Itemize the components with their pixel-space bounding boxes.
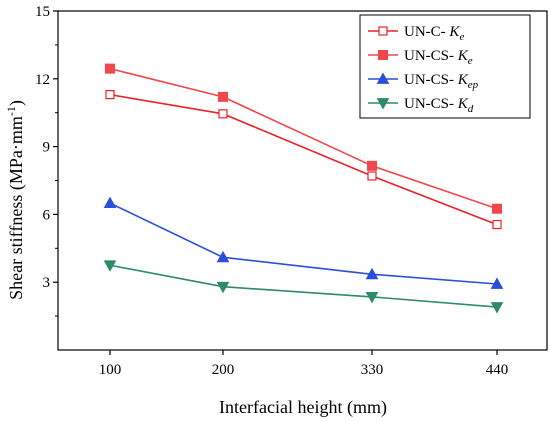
x-tick-label: 330 [361, 362, 384, 378]
series-2 [103, 196, 504, 289]
data-point [103, 260, 117, 272]
legend-entry: UN-CS- Ke [368, 48, 473, 67]
data-point [103, 196, 117, 208]
data-point [378, 50, 388, 60]
series-line [109, 93, 498, 226]
data-point [367, 171, 377, 181]
y-tick-label: 15 [35, 4, 50, 20]
y-axis-label-main: Shear stiffness (MPa·mm [6, 116, 27, 300]
data-point [216, 281, 230, 294]
series-layer [103, 63, 504, 314]
y-tick-label: 12 [35, 72, 50, 88]
series-3 [103, 260, 504, 314]
y-tick-label: 9 [43, 140, 51, 156]
x-axis-label: Interfacial height (mm) [219, 397, 387, 418]
x-axis: 100 200 330 440 [99, 350, 509, 378]
legend-label-symbol: K [457, 96, 469, 112]
series-line [109, 264, 498, 308]
data-point [490, 277, 504, 289]
data-point [218, 91, 228, 102]
legend-entry: UN-CS- Kep [368, 72, 479, 91]
legend-label: UN-CS- Kep [404, 72, 479, 91]
series-0 [105, 90, 502, 230]
x-tick-label: 200 [212, 362, 235, 378]
x-tick-label: 100 [99, 362, 122, 378]
data-point [376, 72, 390, 84]
legend-entry: UN-CS- Kd [368, 96, 474, 115]
y-tick-label: 6 [43, 207, 51, 223]
legend-label: UN-CS- Kd [404, 96, 474, 115]
data-point [378, 26, 388, 36]
x-tick-label: 440 [486, 362, 509, 378]
legend-label-prefix: UN-CS- [404, 72, 458, 88]
legend-label-prefix: UN-C- [404, 24, 449, 40]
data-point [492, 203, 502, 214]
y-axis-label: Shear stiffness (MPa·mm-1) [4, 100, 27, 300]
y-axis-label-sup: -1 [4, 106, 18, 116]
series-1 [105, 63, 502, 214]
legend-label-subscript: d [468, 103, 474, 115]
data-point [216, 250, 230, 263]
legend-label-subscript: ep [468, 79, 479, 91]
legend-label-subscript: e [459, 31, 464, 43]
y-tick-label: 3 [43, 275, 51, 291]
data-point [490, 302, 504, 314]
legend-label-subscript: e [468, 55, 473, 67]
legend-entry: UN-C- Ke [368, 24, 464, 43]
legend-label-symbol: K [457, 48, 469, 64]
data-point [365, 291, 379, 304]
legend-label: UN-C- Ke [404, 24, 464, 43]
data-point [218, 109, 228, 119]
y-axis-label-close: ) [6, 100, 27, 106]
legend-label: UN-CS- Ke [404, 48, 473, 67]
data-point [376, 98, 390, 110]
legend-label-symbol: K [457, 72, 469, 88]
legend-label-prefix: UN-CS- [404, 96, 458, 112]
data-point [365, 267, 379, 280]
series-line [109, 202, 498, 285]
data-point [105, 63, 115, 74]
legend-box [359, 14, 531, 119]
legend-label-prefix: UN-CS- [404, 48, 458, 64]
data-point [367, 160, 377, 171]
series-line [109, 67, 498, 210]
legend-label-symbol: K [448, 24, 460, 40]
data-point [105, 90, 115, 100]
y-axis: 3 6 9 12 15 [35, 4, 58, 317]
data-point [492, 219, 502, 230]
